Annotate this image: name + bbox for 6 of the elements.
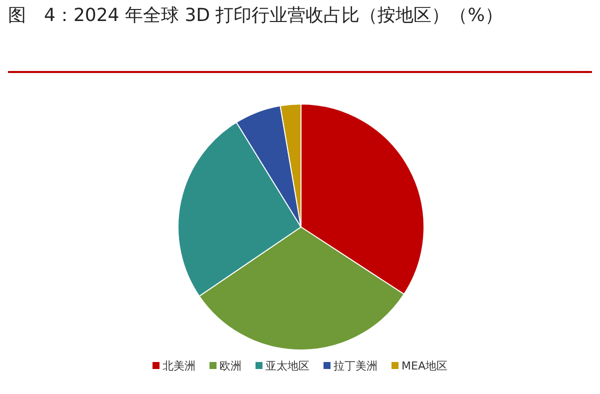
legend-label: MEA地区	[402, 360, 448, 372]
legend-label: 亚太地区	[266, 360, 310, 372]
legend-label: 拉丁美洲	[334, 360, 378, 372]
chart-title: 图 4：2024 年全球 3D 打印行业营收占比（按地区）（%）	[8, 4, 504, 28]
legend-label: 欧洲	[220, 360, 242, 372]
legend-label: 北美洲	[162, 360, 196, 372]
